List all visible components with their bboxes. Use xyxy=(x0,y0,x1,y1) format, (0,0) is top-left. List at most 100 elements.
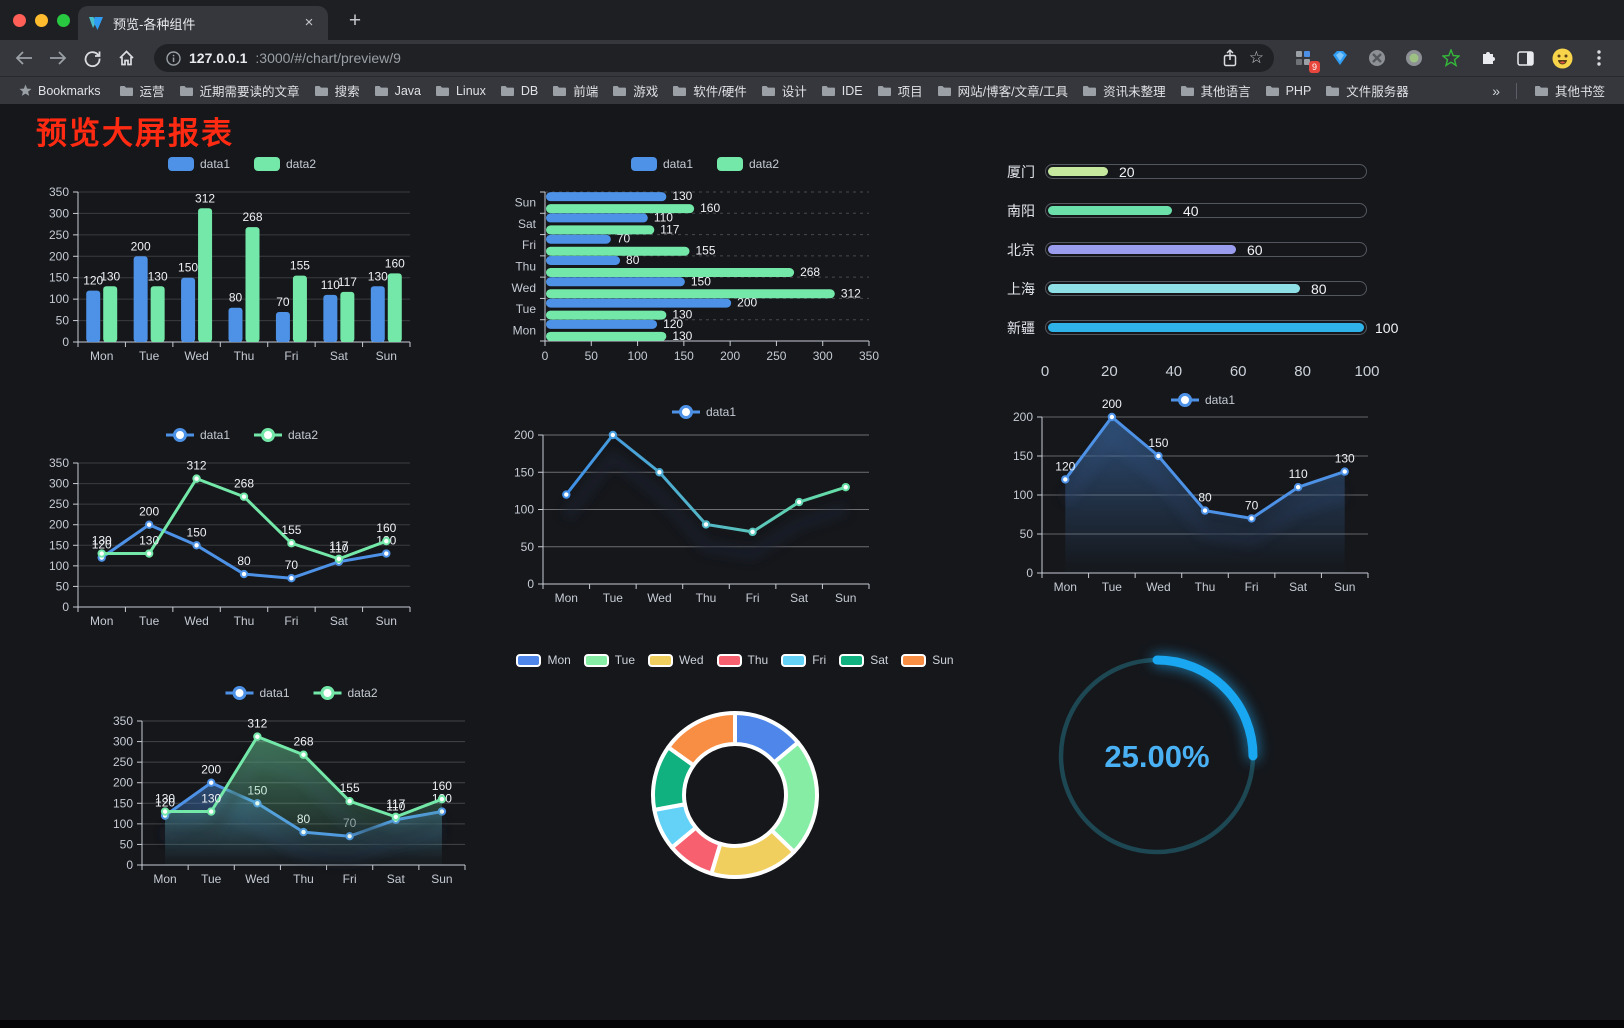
bookmark-folder[interactable]: Linux xyxy=(428,81,493,101)
bookmark-folder[interactable]: 搜索 xyxy=(307,78,367,103)
bookmark-folder[interactable]: 设计 xyxy=(754,78,814,103)
svg-text:268: 268 xyxy=(234,477,254,491)
svg-text:Mon: Mon xyxy=(555,591,578,605)
line-two-series-canvas: data1 data2 0 50 100 150 200 250 300 350 Mon Tue Wed… xyxy=(49,428,411,628)
legend-item-data2[interactable]: data2 xyxy=(254,428,318,442)
legend-swatch xyxy=(901,653,927,667)
other-bookmarks-label: 其他书签 xyxy=(1554,85,1605,99)
legend-label: Wed xyxy=(679,653,704,667)
svg-text:Mon: Mon xyxy=(153,872,176,886)
svg-text:300: 300 xyxy=(813,349,833,363)
legend-item-data1[interactable]: data1 xyxy=(168,157,230,171)
home-button[interactable] xyxy=(112,44,140,72)
legend-item-data1[interactable]: data1 xyxy=(631,157,693,171)
tab-close-icon[interactable]: × xyxy=(304,14,314,31)
legend-item-data1[interactable]: data1 xyxy=(166,428,230,442)
svg-text:Thu: Thu xyxy=(696,591,717,605)
svg-text:Wed: Wed xyxy=(1146,580,1170,594)
green-star-extension-icon[interactable] xyxy=(1440,47,1462,69)
extensions-puzzle-button[interactable] xyxy=(1477,47,1499,69)
bookmark-folder[interactable]: 前端 xyxy=(545,78,605,103)
share-button[interactable] xyxy=(1219,47,1241,69)
svg-text:130: 130 xyxy=(672,329,692,343)
svg-text:Fri: Fri xyxy=(284,349,298,363)
bookmark-folder[interactable]: 软件/硬件 xyxy=(665,78,753,103)
folder-icon xyxy=(673,85,687,96)
legend-item-data2[interactable]: data2 xyxy=(313,686,378,700)
legend-item-Tue[interactable]: Tue xyxy=(583,653,635,667)
bookmark-folder[interactable]: 项目 xyxy=(870,78,930,103)
legend-item-Sun[interactable]: Sun xyxy=(901,653,954,667)
legend-item-data1[interactable]: data1 xyxy=(1171,393,1235,407)
svg-text:150: 150 xyxy=(187,525,207,539)
browser-menu-button[interactable] xyxy=(1588,47,1610,69)
svg-text:155: 155 xyxy=(340,781,360,795)
legend-item-Sat[interactable]: Sat xyxy=(839,653,888,667)
bookmark-folder[interactable]: 其他语言 xyxy=(1173,78,1258,103)
minimize-window-button[interactable] xyxy=(35,14,48,27)
legend-item-Wed[interactable]: Wed xyxy=(648,653,704,667)
site-info-icon[interactable] xyxy=(166,50,181,66)
sidebar-toggle-button[interactable] xyxy=(1514,47,1536,69)
extension-circle-icon[interactable] xyxy=(1366,47,1388,69)
bookmark-folder[interactable]: 运营 xyxy=(112,78,172,103)
folder-icon xyxy=(877,85,891,96)
browser-toolbar: 127.0.0.1:3000/#/chart/preview/9 ☆ 9 xyxy=(0,40,1624,76)
svg-text:data1: data1 xyxy=(200,428,230,442)
svg-text:data1: data1 xyxy=(200,157,230,171)
legend-item-data1[interactable]: data1 xyxy=(225,686,290,700)
bookmark-folder[interactable]: 文件服务器 xyxy=(1318,78,1416,103)
progress-row: 南阳 40 xyxy=(995,191,1367,230)
close-window-button[interactable] xyxy=(13,14,26,27)
svg-text:Tue: Tue xyxy=(201,872,222,886)
forward-button[interactable] xyxy=(44,44,72,72)
progress-fill xyxy=(1048,323,1364,332)
extension-grid-icon[interactable]: 9 xyxy=(1292,47,1320,73)
bookmark-folder[interactable]: 网站/博客/文章/工具 xyxy=(930,78,1075,103)
bookmark-folder[interactable]: 资讯未整理 xyxy=(1075,78,1173,103)
bookmark-folder[interactable]: IDE xyxy=(814,81,870,101)
address-bar[interactable]: 127.0.0.1:3000/#/chart/preview/9 ☆ xyxy=(154,44,1274,72)
bookmark-folder[interactable]: 游戏 xyxy=(605,78,665,103)
bookmark-folder-label: 运营 xyxy=(139,85,165,99)
bookmark-folder-label: 项目 xyxy=(897,85,923,99)
bookmark-folder[interactable]: PHP xyxy=(1258,81,1319,101)
vue-devtools-icon[interactable] xyxy=(1329,47,1351,69)
bookmarks-manager[interactable]: Bookmarks xyxy=(12,81,108,101)
bookmark-star-button[interactable]: ☆ xyxy=(1248,48,1264,67)
svg-text:150: 150 xyxy=(674,349,694,363)
bookmark-folder[interactable]: Java xyxy=(367,81,428,101)
svg-text:250: 250 xyxy=(766,349,786,363)
legend-item-Thu[interactable]: Thu xyxy=(716,653,768,667)
pie-slice-Wed[interactable] xyxy=(709,828,797,879)
other-bookmarks-folder[interactable]: 其他书签 xyxy=(1527,78,1612,103)
legend-item-data2[interactable]: data2 xyxy=(717,157,779,171)
horizontal-bar-chart: data1 data2 Mon Tue Wed Thu Fri Sat Sun 0 50 100 150… xyxy=(497,146,897,381)
new-tab-button[interactable]: + xyxy=(348,9,362,32)
svg-text:Wed: Wed xyxy=(512,281,536,295)
svg-text:120: 120 xyxy=(1055,459,1075,473)
legend-item-data2[interactable]: data2 xyxy=(254,157,316,171)
reload-button[interactable] xyxy=(78,44,106,72)
chart-legend: data1 data2 xyxy=(166,428,318,442)
series-data1 xyxy=(562,430,850,537)
legend-item-Fri[interactable]: Fri xyxy=(781,653,826,667)
browser-tab[interactable]: 预览-各种组件 × xyxy=(78,6,328,40)
svg-text:312: 312 xyxy=(195,191,215,205)
progress-track: 60 xyxy=(1045,242,1367,258)
svg-text:350: 350 xyxy=(859,349,879,363)
svg-text:Sun: Sun xyxy=(376,614,397,628)
legend-item-Mon[interactable]: Mon xyxy=(516,653,571,667)
bookmark-folder[interactable]: DB xyxy=(493,81,545,101)
profile-avatar[interactable] xyxy=(1551,47,1573,69)
bookmark-folder[interactable]: 近期需要读的文章 xyxy=(172,78,307,103)
zoom-window-button[interactable] xyxy=(57,14,70,27)
progress-value: 20 xyxy=(1119,163,1135,180)
legend-item-data1[interactable]: data1 xyxy=(672,405,736,419)
recorder-extension-icon[interactable] xyxy=(1403,47,1425,69)
pie-slice-Sun[interactable] xyxy=(666,711,737,768)
back-button[interactable] xyxy=(10,44,38,72)
svg-text:Sat: Sat xyxy=(387,872,406,886)
bookmarks-overflow-button[interactable]: » xyxy=(1492,82,1500,99)
svg-text:Fri: Fri xyxy=(343,872,357,886)
